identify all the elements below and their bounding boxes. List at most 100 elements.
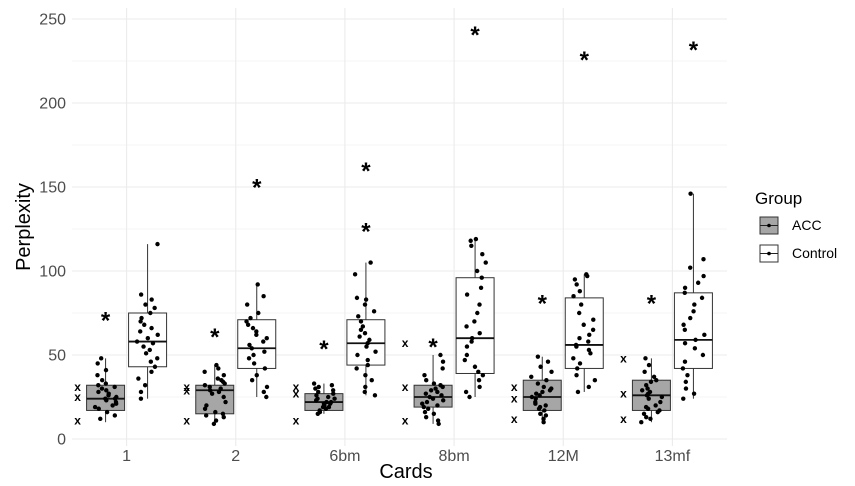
data-point [586, 384, 591, 390]
data-point [541, 416, 546, 422]
data-point [149, 297, 154, 302]
data-point [262, 366, 268, 371]
data-point [462, 357, 468, 363]
significance-star: * [101, 307, 111, 334]
data-point [658, 399, 663, 405]
data-point [436, 421, 441, 427]
data-point [96, 389, 101, 395]
data-point [138, 396, 144, 401]
data-point [692, 302, 697, 307]
data-point [420, 401, 425, 406]
data-point [255, 282, 260, 287]
data-point [588, 351, 593, 356]
data-point [474, 268, 480, 274]
data-point [480, 252, 485, 257]
data-point [352, 272, 358, 277]
data-point [573, 342, 579, 348]
data-point [311, 381, 317, 386]
data-point [476, 378, 482, 383]
data-point [261, 339, 266, 344]
data-point [423, 391, 429, 396]
data-point [545, 359, 551, 364]
data-point [147, 347, 152, 353]
x-tick-label: 13mf [655, 448, 691, 465]
data-point [483, 260, 488, 265]
outlier-x: x [620, 351, 627, 365]
data-point [220, 411, 226, 416]
data-point [639, 388, 645, 393]
data-point [701, 257, 706, 262]
data-point [549, 369, 554, 374]
significance-star: * [319, 336, 329, 363]
data-point [681, 322, 686, 327]
data-point [440, 359, 446, 364]
y-tick-label: 50 [48, 348, 66, 365]
data-point [535, 381, 541, 386]
outlier-x: x [293, 414, 300, 428]
data-point [584, 272, 589, 277]
data-point [317, 408, 322, 413]
box [455, 277, 495, 374]
data-point [435, 389, 440, 395]
data-point [644, 414, 649, 420]
data-point [701, 273, 706, 279]
significance-star: * [689, 37, 699, 64]
x-axis-title: Cards [379, 461, 432, 483]
data-point [104, 409, 110, 415]
data-point [480, 372, 486, 378]
data-point [330, 388, 336, 393]
outlier-x: x [511, 380, 518, 394]
data-point [577, 336, 582, 341]
data-point [544, 378, 549, 383]
data-point [571, 294, 576, 299]
data-point [202, 406, 208, 411]
data-point [313, 386, 318, 391]
data-point [363, 384, 368, 390]
data-point [264, 394, 269, 400]
data-point [315, 396, 320, 401]
data-point [203, 413, 209, 418]
outlier-x: x [183, 380, 190, 394]
box [522, 379, 562, 411]
data-point [254, 332, 259, 338]
data-point [683, 379, 689, 385]
data-point [695, 280, 701, 285]
outlier-x: x [402, 380, 409, 394]
data-point [110, 403, 115, 408]
data-point [362, 389, 367, 395]
data-point [363, 372, 368, 378]
data-point [529, 394, 535, 400]
data-point [249, 346, 254, 351]
data-point [533, 399, 538, 405]
data-point [477, 384, 482, 390]
significance-star: * [210, 324, 220, 351]
data-point [647, 389, 653, 395]
data-point [213, 418, 219, 423]
data-point [215, 376, 221, 381]
significance-star: * [361, 158, 371, 185]
significance-star: * [538, 291, 548, 318]
data-point [463, 389, 469, 395]
data-point [591, 317, 596, 322]
data-point [691, 309, 696, 314]
data-point [316, 384, 321, 390]
data-point [247, 342, 252, 348]
data-point [651, 374, 657, 380]
outlier-x: x [74, 414, 81, 428]
data-point [134, 339, 140, 344]
data-point [680, 366, 686, 371]
data-point [431, 381, 437, 386]
data-point [155, 356, 160, 361]
data-point [529, 374, 534, 380]
data-point [576, 310, 582, 316]
data-point [469, 339, 474, 344]
outlier-x: x [511, 412, 518, 426]
y-tick-label: 150 [39, 180, 66, 197]
data-point [682, 327, 688, 332]
data-point [207, 384, 212, 390]
data-point [537, 404, 543, 410]
x-tick-labels: 1 2 6bm 8bm 12M 13mf [122, 448, 691, 465]
data-point [534, 391, 539, 396]
data-point [430, 396, 436, 401]
data-point [700, 352, 706, 358]
